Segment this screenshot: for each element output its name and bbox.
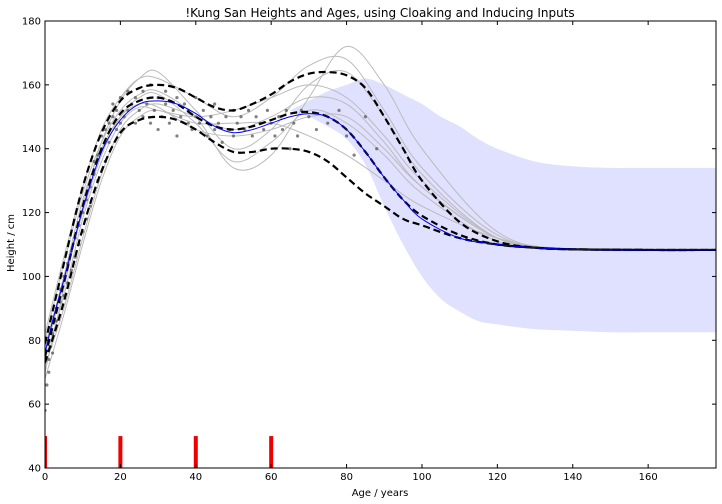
data-point: [217, 122, 220, 125]
plot-area: [43, 46, 716, 468]
y-tick-label: 40: [28, 464, 41, 475]
x-tick-label: 100: [412, 472, 431, 483]
data-point: [45, 383, 48, 386]
data-point: [138, 109, 141, 112]
data-point: [307, 115, 310, 118]
data-point: [51, 351, 54, 354]
data-point: [273, 134, 276, 137]
x-tick-label: 40: [189, 472, 202, 483]
data-point: [285, 109, 288, 112]
data-point: [251, 134, 254, 137]
data-point: [262, 128, 265, 131]
y-tick-label: 80: [28, 336, 41, 347]
data-point: [221, 141, 224, 144]
x-tick-label: 80: [340, 472, 353, 483]
data-point: [209, 115, 212, 118]
data-point: [107, 141, 110, 144]
data-point: [107, 122, 110, 125]
data-point: [47, 358, 50, 361]
data-point: [205, 134, 208, 137]
confidence-band: [290, 78, 716, 332]
data-point: [255, 115, 258, 118]
data-point: [236, 122, 239, 125]
data-point: [115, 128, 118, 131]
data-point: [175, 96, 178, 99]
x-tick-label: 20: [114, 472, 127, 483]
data-point: [168, 122, 171, 125]
data-point: [239, 115, 242, 118]
data-point: [281, 128, 284, 131]
data-point: [164, 102, 167, 105]
data-point: [292, 122, 295, 125]
x-axis-label: Age / years: [352, 488, 409, 499]
data-point: [111, 115, 114, 118]
data-point: [172, 109, 175, 112]
data-point: [326, 122, 329, 125]
data-point: [115, 109, 118, 112]
data-point: [134, 96, 137, 99]
data-point: [198, 122, 201, 125]
data-point: [187, 122, 190, 125]
data-point: [111, 102, 114, 105]
y-tick-label: 160: [22, 80, 41, 91]
data-point: [149, 122, 152, 125]
data-point: [266, 109, 269, 112]
data-point: [315, 128, 318, 131]
data-point: [89, 205, 92, 208]
x-tick-label: 0: [42, 472, 48, 483]
data-point: [134, 122, 137, 125]
data-point: [247, 109, 250, 112]
y-tick-label: 120: [22, 208, 41, 219]
data-point: [202, 109, 205, 112]
data-point: [164, 90, 167, 93]
data-point: [353, 154, 356, 157]
x-tick-label: 60: [265, 472, 278, 483]
data-point: [47, 371, 50, 374]
y-tick-label: 140: [22, 144, 41, 155]
y-tick-label: 60: [28, 400, 41, 411]
data-point: [296, 134, 299, 137]
data-point: [153, 109, 156, 112]
x-tick-label: 160: [639, 472, 658, 483]
data-point: [183, 102, 186, 105]
data-point: [375, 147, 378, 150]
data-point: [70, 268, 73, 271]
data-point: [213, 102, 216, 105]
chart-title: !Kung San Heights and Ages, using Cloaki…: [185, 6, 574, 20]
data-point: [232, 134, 235, 137]
y-axis-label: Height / cm: [6, 214, 17, 272]
data-point: [364, 115, 367, 118]
data-point: [213, 128, 216, 131]
data-point: [337, 109, 340, 112]
y-tick-label: 180: [22, 17, 41, 28]
data-point: [288, 147, 291, 150]
data-point: [224, 115, 227, 118]
data-point: [141, 90, 144, 93]
data-point: [345, 134, 348, 137]
data-point: [156, 128, 159, 131]
data-point: [179, 115, 182, 118]
data-point: [145, 102, 148, 105]
x-tick-label: 120: [488, 472, 507, 483]
y-tick-label: 100: [22, 272, 41, 283]
x-tick-label: 140: [563, 472, 582, 483]
data-point: [175, 134, 178, 137]
